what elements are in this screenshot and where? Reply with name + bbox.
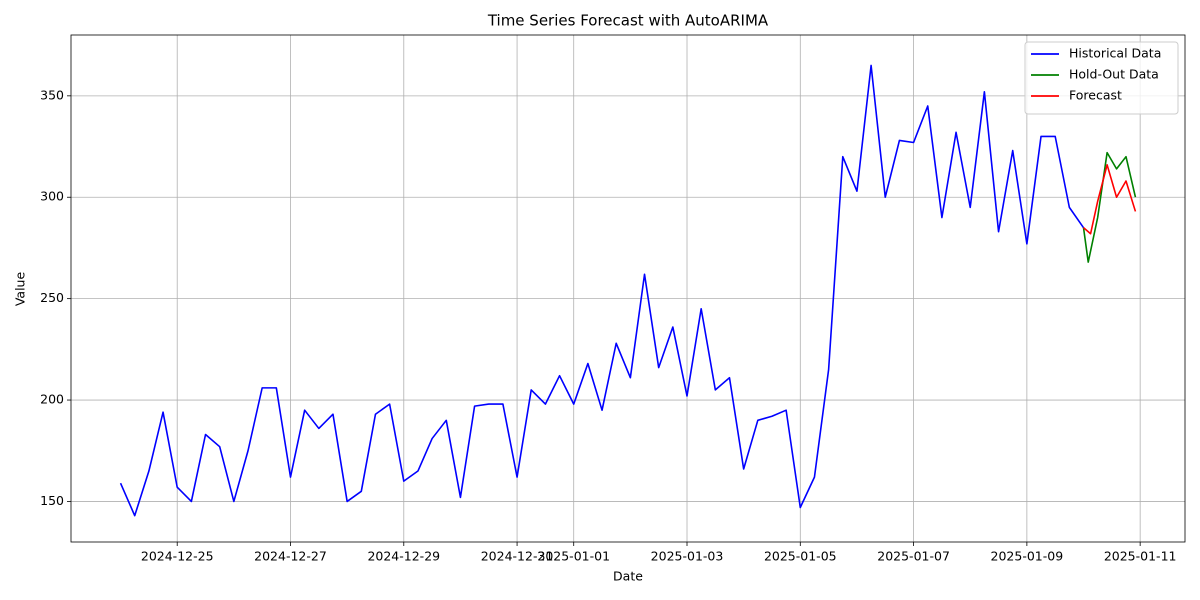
plot-frame bbox=[70, 34, 1186, 543]
legend-label: Forecast bbox=[1069, 88, 1122, 103]
y-tick-label: 350 bbox=[40, 87, 64, 102]
y-tick-label: 300 bbox=[40, 189, 64, 204]
x-tick-label: 2024-12-31 bbox=[481, 549, 554, 564]
y-tick-label: 250 bbox=[40, 290, 64, 305]
y-tick-label: 200 bbox=[40, 392, 64, 407]
x-tick-label: 2025-01-11 bbox=[1104, 549, 1177, 564]
x-tick-label: 2025-01-01 bbox=[537, 549, 610, 564]
chart-title: Time Series Forecast with AutoARIMA bbox=[487, 12, 769, 30]
series-line bbox=[119, 64, 1085, 517]
y-axis-label: Value bbox=[13, 272, 28, 307]
series-line bbox=[1082, 163, 1137, 235]
legend-label: Historical Data bbox=[1069, 46, 1161, 61]
y-tick-label: 150 bbox=[40, 493, 64, 508]
x-tick-label: 2025-01-05 bbox=[764, 549, 837, 564]
x-tick-label: 2025-01-09 bbox=[991, 549, 1064, 564]
x-tick-label: 2025-01-07 bbox=[877, 549, 950, 564]
series-line bbox=[1082, 151, 1137, 263]
legend-box bbox=[1024, 41, 1179, 115]
x-tick-label: 2024-12-25 bbox=[141, 549, 214, 564]
x-axis-label: Date bbox=[613, 569, 643, 584]
legend: Historical Data Hold-Out Data Forecast bbox=[1024, 41, 1179, 115]
x-tick-label: 2024-12-29 bbox=[367, 549, 440, 564]
legend-label: Hold-Out Data bbox=[1069, 67, 1159, 82]
x-tick-label: 2025-01-03 bbox=[651, 549, 724, 564]
x-tick-label: 2024-12-27 bbox=[254, 549, 327, 564]
